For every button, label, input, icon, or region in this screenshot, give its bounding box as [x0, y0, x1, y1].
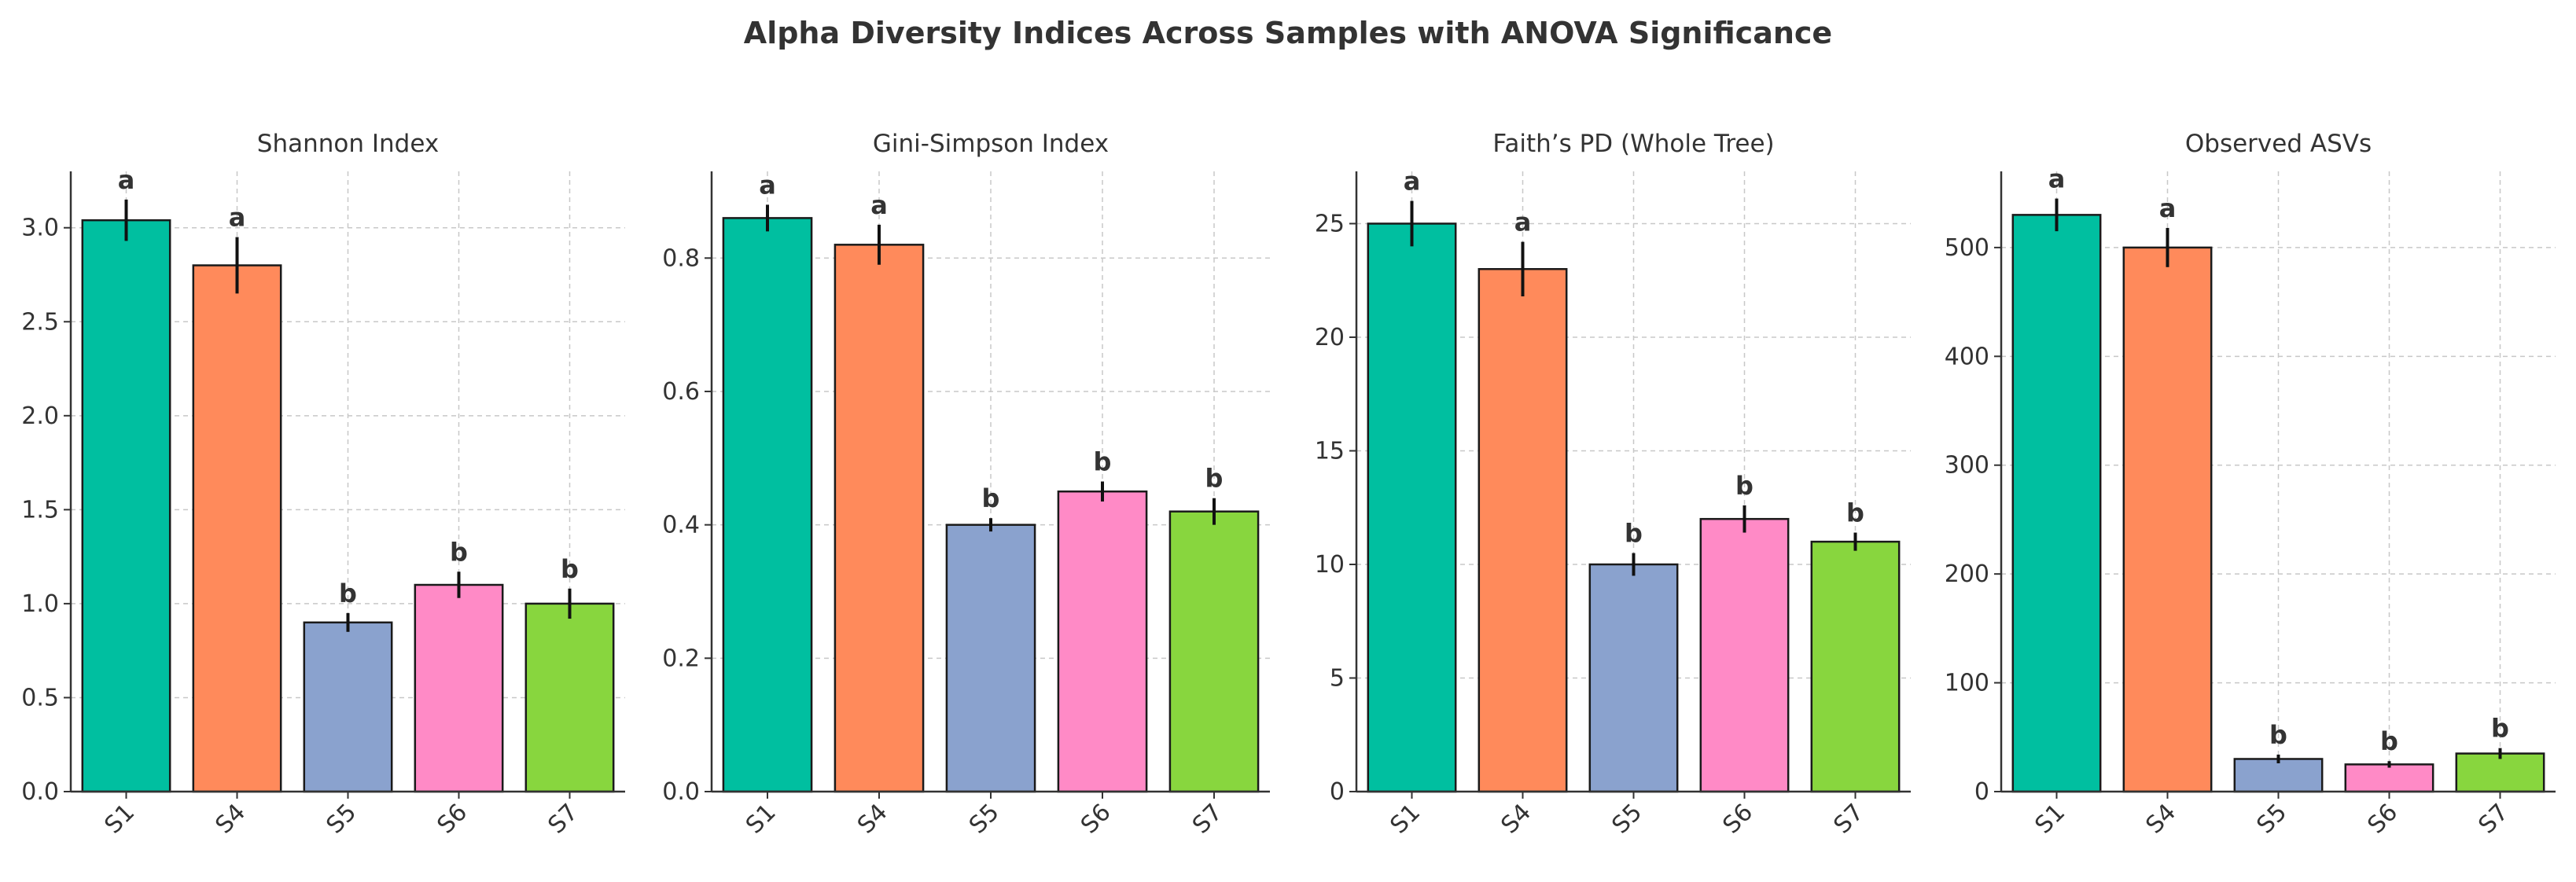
bar-s4	[834, 244, 925, 793]
significance-label-s5: b	[339, 579, 357, 608]
bar-s1	[81, 219, 171, 793]
bar-s6	[1057, 490, 1148, 793]
y-tick-label: 2.0	[21, 402, 59, 430]
y-tick-label: 2.5	[21, 308, 59, 336]
y-tick-label: 10	[1315, 551, 1345, 579]
y-tick-label: 0.5	[21, 684, 59, 711]
y-tick-label: 25	[1315, 210, 1345, 237]
significance-label-s5: b	[982, 483, 1000, 513]
panel-observed-asvs: Observed ASVs a a b b b 0 100 200 300 400 500 S1 S4 S5…	[1945, 130, 2556, 840]
bar-s4	[1478, 268, 1568, 793]
significance-label-s1: a	[759, 170, 776, 200]
significance-label-s7: b	[2491, 714, 2509, 744]
x-tick-label-s1: S1	[741, 799, 782, 840]
y-tick-label: 300	[1945, 452, 1989, 480]
panel-gini-simpson-index-title: Gini-Simpson Index	[873, 130, 1109, 158]
significance-label-s4: a	[870, 190, 888, 220]
bar-s6	[1699, 517, 1790, 793]
y-tick-label: 3.0	[21, 215, 59, 242]
significance-label-s4: a	[2159, 193, 2177, 223]
bar-s1	[2011, 214, 2102, 793]
x-tick-label-s6: S6	[1076, 799, 1117, 840]
y-tick-label: 200	[1945, 560, 1989, 588]
y-tick-label: 1.0	[21, 590, 59, 618]
bar-s7	[524, 602, 615, 793]
x-tick-label-s1: S1	[99, 799, 140, 840]
x-tick-label-s6: S6	[432, 799, 473, 840]
x-tick-label-s6: S6	[1717, 799, 1758, 840]
significance-label-s4: a	[1514, 208, 1532, 237]
y-tick-label: 100	[1945, 670, 1989, 697]
significance-label-s6: b	[1735, 471, 1754, 501]
bar-s5	[1588, 563, 1679, 793]
bar-s7	[2455, 752, 2545, 793]
y-tick-label: 0.8	[662, 244, 700, 272]
x-tick-label-s1: S1	[1385, 799, 1426, 840]
y-tick-label: 0.6	[662, 378, 700, 406]
y-tick-label: 500	[1945, 234, 1989, 262]
y-tick-label: 1.5	[21, 496, 59, 524]
significance-label-s6: b	[450, 537, 468, 567]
significance-label-s7: b	[1846, 498, 1864, 528]
bar-s5	[303, 621, 393, 793]
x-tick-label-s4: S4	[1496, 799, 1536, 840]
x-tick-label-s1: S1	[2030, 799, 2070, 840]
y-tick-label: 0.2	[662, 645, 700, 672]
significance-label-s1: a	[1404, 167, 1421, 197]
y-tick-label: 0.0	[21, 778, 59, 806]
significance-label-s4: a	[229, 203, 246, 233]
y-tick-label: 0	[1974, 778, 1989, 806]
bar-s4	[192, 264, 282, 793]
y-tick-label: 20	[1315, 324, 1345, 351]
significance-label-s6: b	[1094, 447, 1112, 477]
x-tick-label-s5: S5	[321, 799, 362, 840]
panel-observed-asvs-title: Observed ASVs	[2185, 130, 2372, 158]
x-tick-label-s4: S4	[210, 799, 251, 840]
significance-label-s5: b	[2269, 720, 2287, 750]
bar-s4	[2122, 246, 2213, 793]
x-tick-label-s4: S4	[852, 799, 893, 840]
x-tick-label-s7: S7	[1187, 799, 1228, 840]
y-tick-label: 5	[1330, 664, 1345, 692]
bar-s6	[414, 583, 504, 793]
panel-shannon-index-title: Shannon Index	[257, 130, 439, 158]
y-tick-label: 0.4	[662, 512, 700, 539]
bar-s7	[1168, 510, 1260, 793]
significance-label-s7: b	[1205, 464, 1224, 494]
panel-gini-simpson-index: Gini-Simpson Index a a b b b 0.0 0.2 0.4 0.6 0.8 S1…	[662, 130, 1270, 840]
x-tick-label-s7: S7	[1828, 799, 1869, 840]
x-tick-label-s4: S4	[2140, 799, 2181, 840]
x-tick-label-s5: S5	[2251, 799, 2292, 840]
bar-s5	[2233, 758, 2324, 793]
bar-s6	[2344, 763, 2434, 793]
x-tick-label-s5: S5	[964, 799, 1005, 840]
y-tick-label: 0	[1330, 778, 1345, 806]
bar-s5	[945, 524, 1036, 793]
panel-faith-s-pd-whole-tree-title: Faith’s PD (Whole Tree)	[1492, 130, 1774, 158]
x-tick-label-s5: S5	[1606, 799, 1647, 840]
panel-faith-s-pd-whole-tree: Faith’s PD (Whole Tree) a a b b b 0 5 10 15 20 25 S1…	[1315, 130, 1911, 840]
panel-shannon-index: Shannon Index a a b b b 0.0 0.5 1.0 1.5 2.0 2.5 3.0 S…	[21, 130, 625, 840]
significance-label-s1: a	[2048, 164, 2066, 194]
significance-label-s1: a	[118, 165, 135, 195]
y-tick-label: 400	[1945, 343, 1989, 370]
y-tick-label: 15	[1315, 437, 1345, 465]
significance-label-s7: b	[561, 554, 579, 584]
significance-label-s6: b	[2380, 726, 2398, 756]
x-tick-label-s7: S7	[543, 799, 583, 840]
bar-s1	[722, 217, 813, 793]
bar-s1	[1367, 222, 1457, 793]
significance-label-s5: b	[1625, 519, 1643, 549]
x-tick-label-s6: S6	[2362, 799, 2403, 840]
x-tick-label-s7: S7	[2473, 799, 2514, 840]
y-tick-label: 0.0	[662, 778, 700, 806]
figure-title: Alpha Diversity Indices Across Samples w…	[743, 16, 1833, 50]
bar-s7	[1810, 540, 1901, 793]
